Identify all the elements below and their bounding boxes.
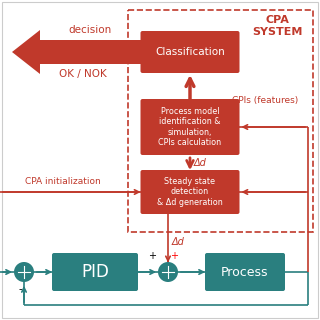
Text: CPA
SYSTEM: CPA SYSTEM xyxy=(252,15,303,36)
Text: Process model
identification &
simulation,
CPIs calculation: Process model identification & simulatio… xyxy=(158,107,221,147)
Bar xyxy=(128,10,313,232)
FancyBboxPatch shape xyxy=(140,170,239,214)
Text: Δd: Δd xyxy=(194,157,207,167)
Text: PID: PID xyxy=(81,263,109,281)
Text: CPA initialization: CPA initialization xyxy=(25,177,101,186)
Text: +: + xyxy=(148,251,156,261)
FancyBboxPatch shape xyxy=(140,31,239,73)
Text: Steady state
detection
& Δd generation: Steady state detection & Δd generation xyxy=(157,177,223,207)
FancyBboxPatch shape xyxy=(52,253,138,291)
Text: Process: Process xyxy=(221,266,269,278)
Polygon shape xyxy=(12,30,142,74)
Text: -: - xyxy=(19,284,22,294)
Text: +: + xyxy=(170,251,178,261)
FancyBboxPatch shape xyxy=(205,253,285,291)
FancyBboxPatch shape xyxy=(140,99,239,155)
Circle shape xyxy=(158,262,178,282)
Text: Classification: Classification xyxy=(155,47,225,57)
Text: CPIs (features): CPIs (features) xyxy=(232,95,298,105)
Circle shape xyxy=(14,262,34,282)
Text: decision: decision xyxy=(68,25,112,35)
Text: Δd: Δd xyxy=(172,237,185,247)
Text: OK / NOK: OK / NOK xyxy=(59,69,107,79)
